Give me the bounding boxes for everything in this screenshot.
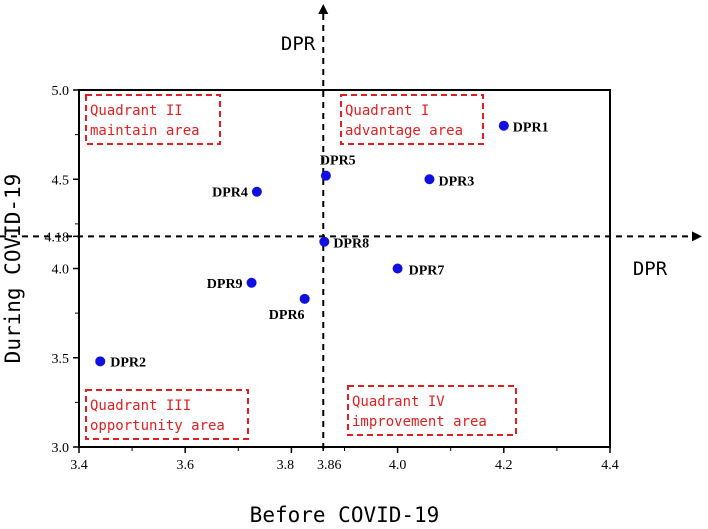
data-label-dpr4: DPR4 — [212, 186, 248, 201]
x-tick-label: 4.2 — [495, 458, 513, 473]
quadrant-annotation: Quadrant I advantage area — [340, 94, 484, 145]
data-label-dpr5: DPR5 — [320, 154, 356, 169]
data-point-dpr5 — [320, 170, 331, 181]
y-tick-label: 4.5 — [52, 173, 70, 188]
horizontal-arrow-label: DPR — [633, 258, 668, 280]
data-label-dpr1: DPR1 — [513, 121, 549, 136]
x-tick-label: 3.6 — [176, 458, 194, 473]
data-label-dpr3: DPR3 — [438, 174, 474, 189]
data-label-dpr7: DPR7 — [409, 264, 445, 279]
data-label-dpr2: DPR2 — [110, 355, 146, 370]
data-point-dpr9 — [246, 277, 257, 288]
quadrant-name: Quadrant IV — [352, 394, 445, 410]
x-tick-label: 3.4 — [70, 458, 88, 473]
y-tick-label: 3.0 — [52, 441, 70, 456]
quadrant-box — [85, 389, 249, 440]
quadrant-box — [85, 94, 221, 145]
data-point-dpr8 — [319, 236, 330, 247]
y-axis-title: During COVID-19 — [1, 174, 25, 364]
quadrant-name: Quadrant I — [345, 103, 429, 119]
y-tick-label: 4.18 — [45, 230, 70, 245]
x-axis-title: Before COVID-19 — [250, 503, 440, 527]
quadrant-desc: opportunity area — [90, 418, 225, 434]
data-label-dpr6: DPR6 — [269, 308, 305, 323]
y-tick-label: 4.0 — [52, 263, 70, 278]
x-tick-label: 4.4 — [601, 458, 619, 473]
vertical-arrow-label: DPR — [281, 33, 316, 55]
data-point-dpr2 — [95, 356, 106, 367]
quadrant-desc: maintain area — [90, 123, 200, 139]
data-point-dpr4 — [251, 186, 262, 197]
data-label-dpr8: DPR8 — [333, 237, 369, 252]
quadrant-annotation: Quadrant II maintain area — [85, 94, 221, 145]
data-label-dpr9: DPR9 — [207, 277, 243, 292]
quadrant-annotation: Quadrant III opportunity area — [85, 389, 249, 440]
y-tick-label: 5.0 — [52, 84, 70, 99]
data-point-dpr6 — [299, 293, 310, 304]
x-tick-label: 3.86 — [317, 458, 342, 473]
data-point-dpr1 — [498, 120, 509, 131]
x-tick-label: 4.0 — [389, 458, 407, 473]
y-tick-label: 3.5 — [52, 352, 70, 367]
quadrant-name: Quadrant III — [90, 398, 191, 414]
quadrant-annotation: Quadrant IV improvement area — [347, 385, 517, 436]
quadrant-name: Quadrant II — [90, 103, 183, 119]
quadrant-box — [340, 94, 484, 145]
quadrant-desc: improvement area — [352, 414, 487, 430]
quadrant-desc: advantage area — [345, 123, 463, 139]
data-point-dpr3 — [424, 174, 435, 185]
data-point-dpr7 — [392, 263, 403, 274]
x-tick-label: 3.8 — [277, 458, 295, 473]
quadrant-box — [347, 385, 517, 436]
